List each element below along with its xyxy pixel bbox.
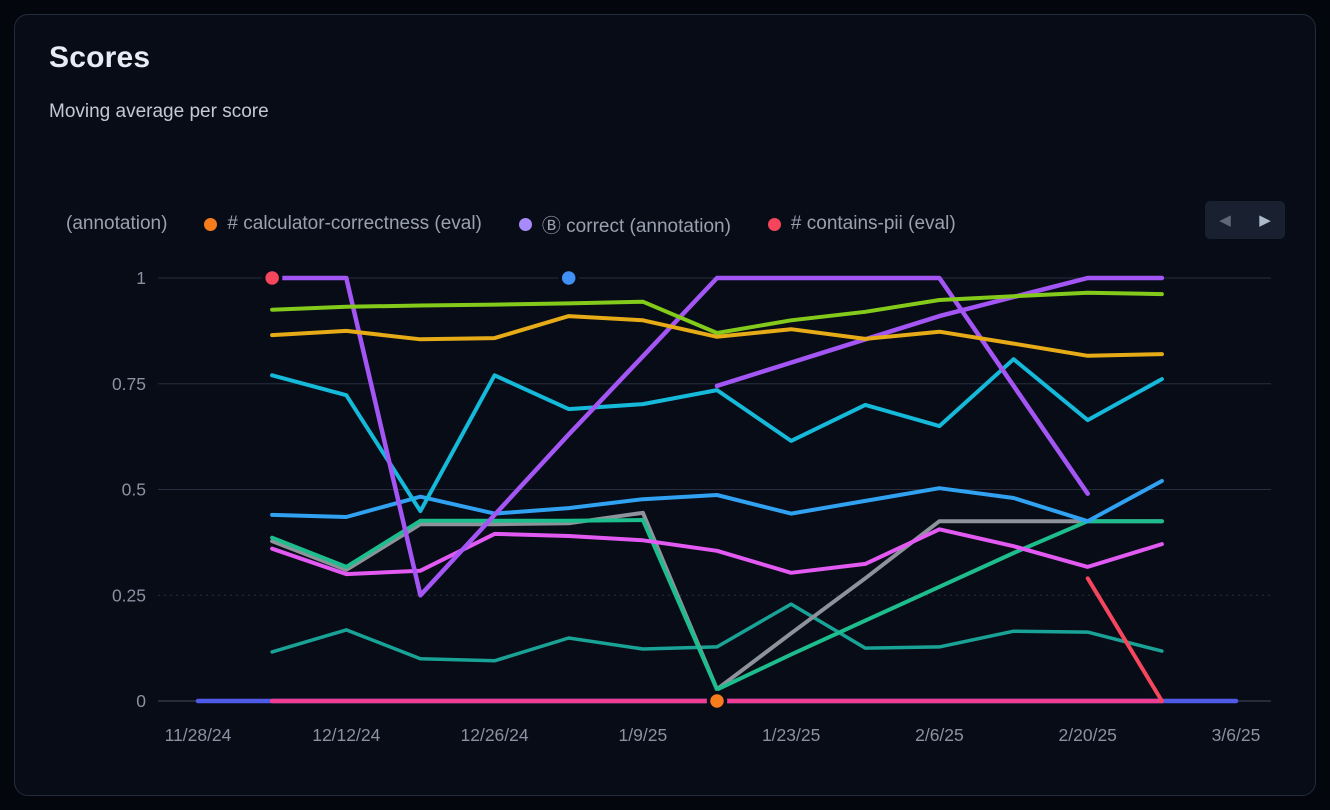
x-axis-tick-label: 11/28/24: [165, 725, 232, 745]
legend-dot: [518, 217, 532, 231]
legend-next-button[interactable]: ▶: [1245, 201, 1285, 239]
y-axis-tick-label: 0.75: [112, 374, 146, 394]
legend-item-annotation[interactable]: (annotation): [66, 213, 167, 235]
x-axis-tick-label: 1/23/25: [762, 725, 820, 745]
page-subtitle: Moving average per score: [49, 101, 269, 122]
scores-card: Scores Moving average per score 0 0.25 0.5…: [14, 14, 1316, 796]
series-line-emerald[interactable]: [270, 518, 1164, 692]
legend-dot: [204, 217, 218, 231]
legend-prev-button[interactable]: ◀: [1205, 201, 1245, 239]
series-line-correct-purple[interactable]: [269, 275, 1090, 598]
x-axis-tick-label: 2/20/25: [1059, 725, 1117, 745]
legend-pager: ◀ ▶: [1205, 201, 1285, 239]
series-line-teal-low[interactable]: [270, 602, 1164, 663]
page-title: Scores: [49, 41, 151, 74]
x-axis-tick-label: 1/9/25: [619, 725, 668, 745]
x-axis-tick-label: 3/6/25: [1212, 725, 1261, 745]
chevron-right-icon: ▶: [1259, 211, 1271, 229]
legend-item-contains-pii[interactable]: # contains-pii (eval): [767, 213, 956, 235]
legend-item-label: # contains-pii (eval): [790, 213, 956, 234]
legend-item-label: Ⓑ correct (annotation): [541, 215, 731, 237]
legend-dot: [767, 217, 781, 231]
legend-item-correct[interactable]: Ⓑ correct (annotation): [518, 211, 731, 238]
legend-item-label: # calculator-correctness (eval): [227, 213, 482, 234]
legend-item-calculator-correctness[interactable]: # calculator-correctness (eval): [204, 213, 482, 235]
series-line-cyan[interactable]: [270, 357, 1164, 514]
y-axis-tick-label: 0.25: [112, 585, 146, 605]
series-line-magenta[interactable]: [270, 527, 1164, 577]
series-line-calculator-amber[interactable]: [270, 314, 1164, 358]
x-axis-tick-label: 12/26/24: [461, 725, 529, 745]
chart-legend: (annotation) # calculator-correctness (e…: [66, 209, 1190, 239]
x-axis-tick-label: 12/12/24: [312, 725, 380, 745]
y-axis-tick-label: 0: [136, 691, 146, 711]
chevron-left-icon: ◀: [1219, 211, 1231, 229]
legend-item-label: (annotation): [66, 213, 168, 234]
marker-blue-point[interactable]: [558, 267, 579, 289]
marker-calculator-correctness-point[interactable]: [706, 690, 728, 712]
y-axis-tick-label: 0.5: [122, 480, 146, 500]
marker-contains-pii-point[interactable]: [261, 267, 283, 289]
series-line-purple-rising[interactable]: [714, 275, 1165, 389]
y-axis-tick-label: 1: [136, 268, 146, 288]
series-line-contains-pii-red[interactable]: [1085, 576, 1164, 703]
series-line-lime[interactable]: [270, 290, 1164, 335]
scores-line-chart[interactable]: 0 0.25 0.5 0.75 1 11/28/24 12/12/24 12/26/24 1/9…: [15, 15, 1317, 797]
series-line-blue[interactable]: [270, 479, 1164, 524]
x-axis-tick-label: 2/6/25: [915, 725, 964, 745]
